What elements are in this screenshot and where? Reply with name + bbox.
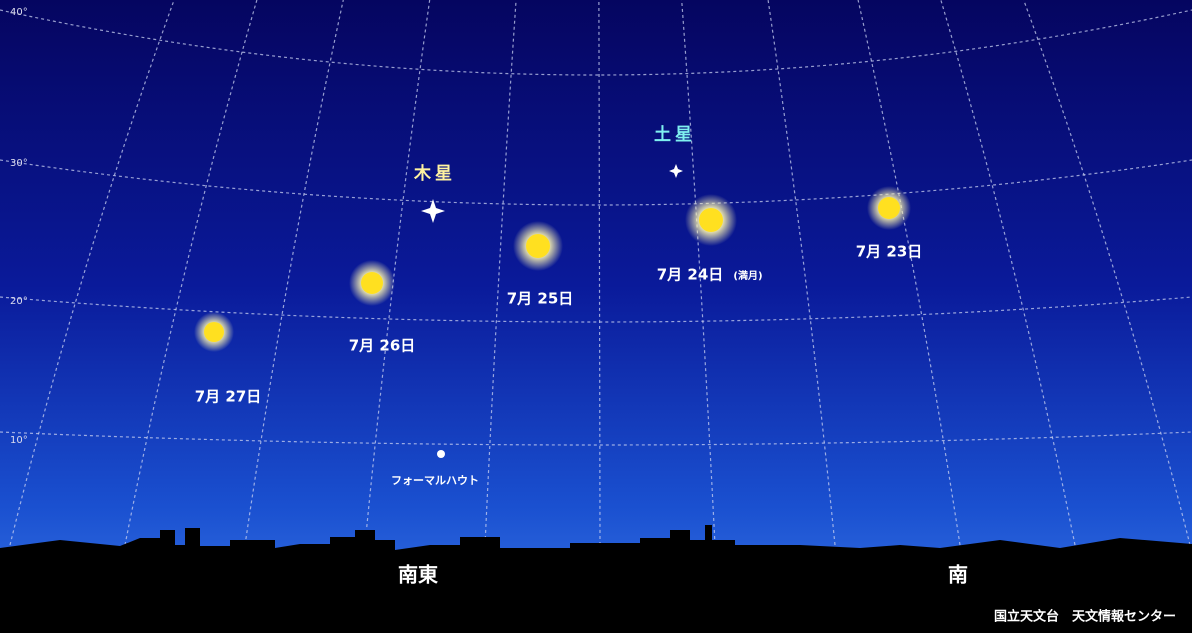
moon: [699, 208, 723, 232]
direction-label: 南: [948, 563, 968, 587]
credit: 国立天文台 天文情報センター: [994, 609, 1176, 625]
moon-date: 7月 25日: [507, 290, 574, 308]
sky-chart: 40° 30° 20° 10° 7月 23日 7月 24日 (満月) 7月 25…: [0, 0, 1192, 633]
moon: [204, 322, 224, 342]
altitude-label: 10°: [10, 435, 28, 446]
moon: [878, 197, 900, 219]
moon-date: 7月 27日: [195, 388, 262, 406]
altitude-label: 30°: [10, 158, 28, 169]
moon-date: 7月 24日: [657, 266, 724, 284]
moon: [526, 234, 550, 258]
moon-date: 7月 23日: [856, 243, 923, 261]
star-label: フォーマルハウト: [391, 474, 479, 487]
altitude-label: 40°: [10, 7, 28, 18]
moon-note: (満月): [733, 269, 762, 282]
direction-label: 南東: [398, 563, 438, 587]
fomalhaut-marker: [437, 450, 445, 458]
sky: [0, 0, 1192, 633]
jupiter-label: 木星: [413, 163, 456, 184]
moon: [361, 272, 383, 294]
saturn-label: 土星: [654, 124, 696, 145]
moon-date: 7月 26日: [349, 337, 416, 355]
altitude-label: 20°: [10, 296, 28, 307]
